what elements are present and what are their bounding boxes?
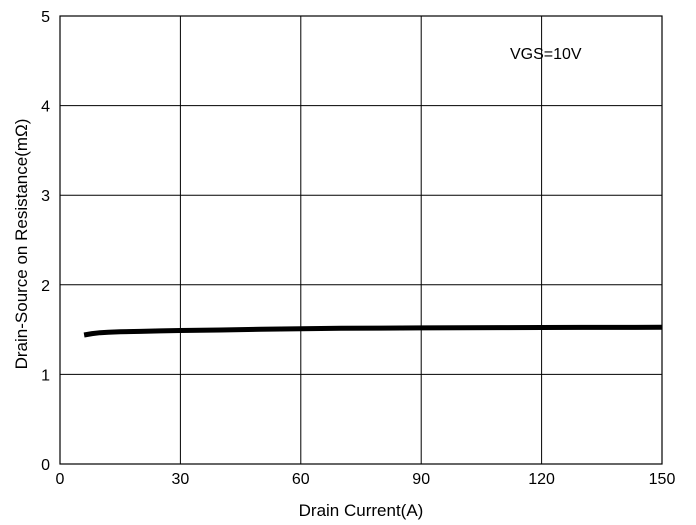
x-tick-label: 60 (292, 471, 310, 488)
x-tick-label: 30 (172, 471, 190, 488)
y-tick-label: 1 (41, 367, 50, 384)
x-axis-label: Drain Current(A) (299, 501, 424, 520)
y-tick-label: 5 (41, 9, 50, 26)
x-tick-label: 150 (649, 471, 676, 488)
y-tick-label: 0 (41, 457, 50, 474)
series-layer (83, 324, 663, 338)
series-line (83, 324, 663, 338)
y-tick-label: 4 (41, 99, 50, 116)
plot-frame (59, 15, 663, 465)
x-tick-label: 90 (412, 471, 430, 488)
y-tick-label: 3 (41, 188, 50, 205)
y-axis-label: Drain-Source on Resistance(mΩ) (12, 119, 31, 370)
vgs-annotation: VGS=10V (510, 46, 582, 63)
grid-lines (60, 16, 662, 464)
x-tick-label: 120 (528, 471, 555, 488)
x-tick-labels: 0 30 60 90 120 150 (56, 471, 676, 488)
y-tick-label: 2 (41, 278, 50, 295)
x-tick-label: 0 (56, 471, 65, 488)
y-tick-labels: 0 1 2 3 4 5 (41, 9, 50, 474)
